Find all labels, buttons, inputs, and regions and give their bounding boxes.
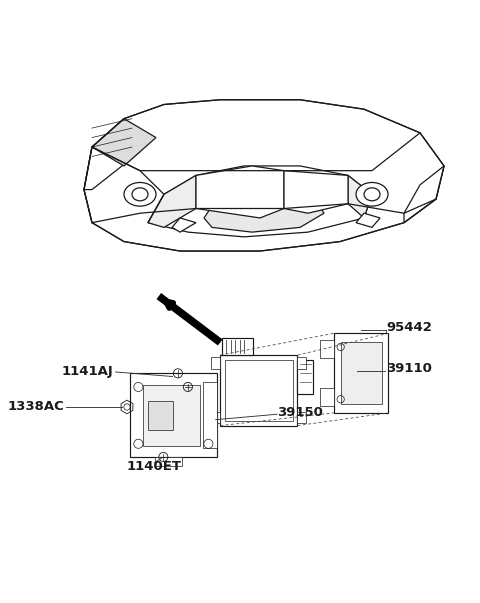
Text: 39150: 39150 (277, 406, 323, 419)
Bar (320, 388, 334, 406)
Text: 95442: 95442 (386, 321, 432, 335)
Polygon shape (148, 166, 372, 237)
Bar (341, 343, 382, 404)
Polygon shape (92, 119, 156, 166)
Polygon shape (196, 166, 284, 218)
Bar (298, 359, 313, 394)
Ellipse shape (356, 183, 388, 206)
Bar (222, 338, 253, 355)
Polygon shape (172, 218, 196, 232)
Bar (203, 382, 216, 449)
Polygon shape (404, 166, 444, 223)
Bar (298, 412, 306, 423)
Polygon shape (84, 99, 444, 251)
Text: 1140ET: 1140ET (127, 459, 182, 473)
Bar (334, 333, 388, 413)
Bar (320, 340, 334, 358)
Polygon shape (148, 175, 196, 227)
Bar (143, 385, 200, 446)
Bar (225, 359, 293, 421)
Polygon shape (284, 171, 348, 213)
Polygon shape (84, 119, 140, 189)
Text: 1141AJ: 1141AJ (61, 365, 113, 379)
Bar (220, 355, 298, 426)
Ellipse shape (124, 183, 156, 206)
Text: 1338AC: 1338AC (8, 400, 65, 414)
Bar (148, 400, 173, 430)
Polygon shape (348, 175, 372, 218)
Polygon shape (356, 213, 380, 227)
Bar (298, 358, 306, 369)
Polygon shape (204, 185, 324, 232)
Bar (211, 412, 220, 423)
Bar (155, 458, 182, 466)
Bar (211, 358, 220, 369)
Bar (130, 373, 216, 458)
Text: 39110: 39110 (386, 362, 432, 375)
